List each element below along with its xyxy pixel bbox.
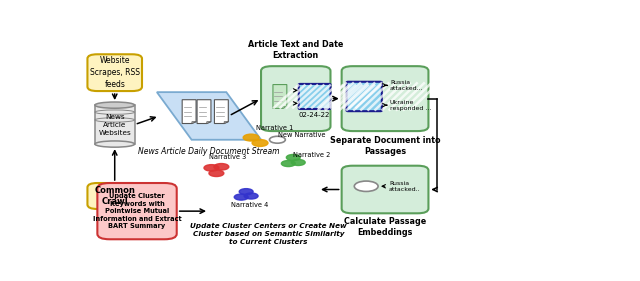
Circle shape xyxy=(282,160,295,167)
Ellipse shape xyxy=(95,141,134,147)
FancyBboxPatch shape xyxy=(347,82,382,111)
Circle shape xyxy=(291,159,305,166)
Text: New Narrative: New Narrative xyxy=(278,132,326,139)
Text: Article Text and Date
Extraction: Article Text and Date Extraction xyxy=(248,40,344,60)
Text: News
Article
Websites: News Article Websites xyxy=(99,114,131,136)
Circle shape xyxy=(234,194,248,200)
Polygon shape xyxy=(283,106,287,108)
Text: Narrative 4: Narrative 4 xyxy=(232,202,269,208)
Circle shape xyxy=(243,134,259,141)
Circle shape xyxy=(204,165,219,171)
Text: Calculate Passage
Embeddings: Calculate Passage Embeddings xyxy=(344,217,426,237)
Polygon shape xyxy=(157,92,261,140)
Polygon shape xyxy=(214,100,228,124)
Text: News Article Daily Document Stream: News Article Daily Document Stream xyxy=(138,147,280,156)
Polygon shape xyxy=(95,105,134,144)
FancyBboxPatch shape xyxy=(342,166,428,213)
Polygon shape xyxy=(273,85,287,108)
FancyBboxPatch shape xyxy=(97,183,177,239)
Text: Russia
attacked..: Russia attacked.. xyxy=(389,181,420,192)
Circle shape xyxy=(209,170,224,176)
Text: 02-24-22: 02-24-22 xyxy=(299,112,330,118)
Text: Narrative 2: Narrative 2 xyxy=(293,152,331,158)
FancyBboxPatch shape xyxy=(88,54,142,91)
Text: Russia
attacked...: Russia attacked... xyxy=(390,80,424,90)
Polygon shape xyxy=(192,122,196,124)
FancyBboxPatch shape xyxy=(299,84,330,109)
Text: Update Cluster Centers or Create New
Cluster based on Semantic Similarity
to Cur: Update Cluster Centers or Create New Clu… xyxy=(190,223,347,245)
Text: Separate Document into
Passages: Separate Document into Passages xyxy=(330,136,440,156)
Circle shape xyxy=(244,193,258,199)
Polygon shape xyxy=(224,122,228,124)
FancyBboxPatch shape xyxy=(88,183,142,209)
FancyBboxPatch shape xyxy=(342,66,428,131)
FancyBboxPatch shape xyxy=(261,66,330,131)
Circle shape xyxy=(286,155,300,160)
Circle shape xyxy=(214,164,229,170)
Ellipse shape xyxy=(95,102,134,108)
Circle shape xyxy=(252,140,268,146)
Text: Ukraine
responded ...: Ukraine responded ... xyxy=(390,100,431,110)
Text: Narrative 3: Narrative 3 xyxy=(209,154,246,160)
Polygon shape xyxy=(207,122,211,124)
Text: Update Cluster
Keywords with
Pointwise Mutual
Information and Extract
BART Summa: Update Cluster Keywords with Pointwise M… xyxy=(93,193,181,229)
Circle shape xyxy=(269,136,285,143)
Text: Common
Crawl: Common Crawl xyxy=(94,186,135,206)
Text: Website
Scrapes, RSS
feeds: Website Scrapes, RSS feeds xyxy=(90,56,140,89)
Polygon shape xyxy=(197,100,211,124)
Circle shape xyxy=(239,189,253,195)
Circle shape xyxy=(355,181,378,191)
Polygon shape xyxy=(182,100,196,124)
Text: Narrative 1: Narrative 1 xyxy=(256,125,293,131)
